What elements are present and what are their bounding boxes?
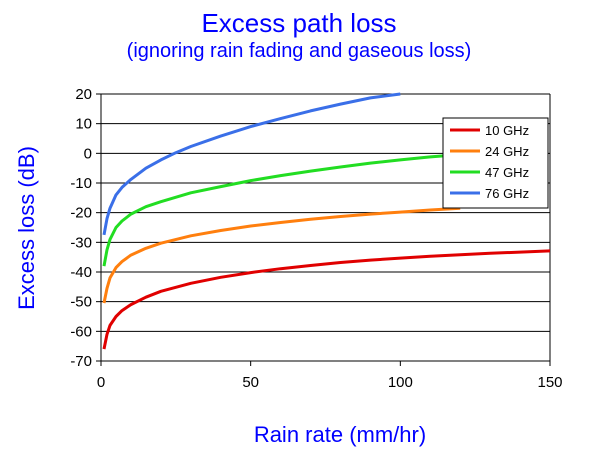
y-tick-label: -60 bbox=[70, 323, 92, 340]
legend-label-3: 76 GHz bbox=[485, 186, 529, 201]
legend-label-0: 10 GHz bbox=[485, 123, 529, 138]
y-tick-label: -50 bbox=[70, 294, 92, 311]
series-line-2 bbox=[102, 154, 446, 267]
legend: 10 GHz 24 GHz 47 GHz 76 GHz bbox=[442, 117, 549, 209]
x-tick-label: 0 bbox=[97, 374, 105, 391]
series-line-1 bbox=[102, 206, 461, 304]
y-tick-label: -70 bbox=[70, 353, 92, 370]
y-tick-label: 20 bbox=[75, 86, 92, 103]
legend-label-1: 24 GHz bbox=[485, 144, 529, 159]
y-tick-label: -40 bbox=[70, 264, 92, 281]
y-axis-label: Excess loss (dB) bbox=[14, 146, 39, 310]
x-tick-label: 150 bbox=[537, 374, 562, 391]
series-line-0 bbox=[102, 249, 551, 350]
y-tick-label: -20 bbox=[70, 205, 92, 222]
y-tick-label: 0 bbox=[84, 145, 92, 162]
y-tick-label: -10 bbox=[70, 175, 92, 192]
x-axis-label: Rain rate (mm/hr) bbox=[254, 422, 426, 447]
series-line-3 bbox=[102, 92, 401, 236]
x-tick-label: 50 bbox=[242, 374, 259, 391]
y-tick-label: -30 bbox=[70, 234, 92, 251]
x-tick-label: 100 bbox=[388, 374, 413, 391]
chart-title: Excess path loss bbox=[201, 8, 397, 38]
legend-label-2: 47 GHz bbox=[485, 165, 529, 180]
chart-subtitle: (ignoring rain fading and gaseous loss) bbox=[126, 40, 472, 62]
y-tick-label: 10 bbox=[75, 116, 92, 133]
